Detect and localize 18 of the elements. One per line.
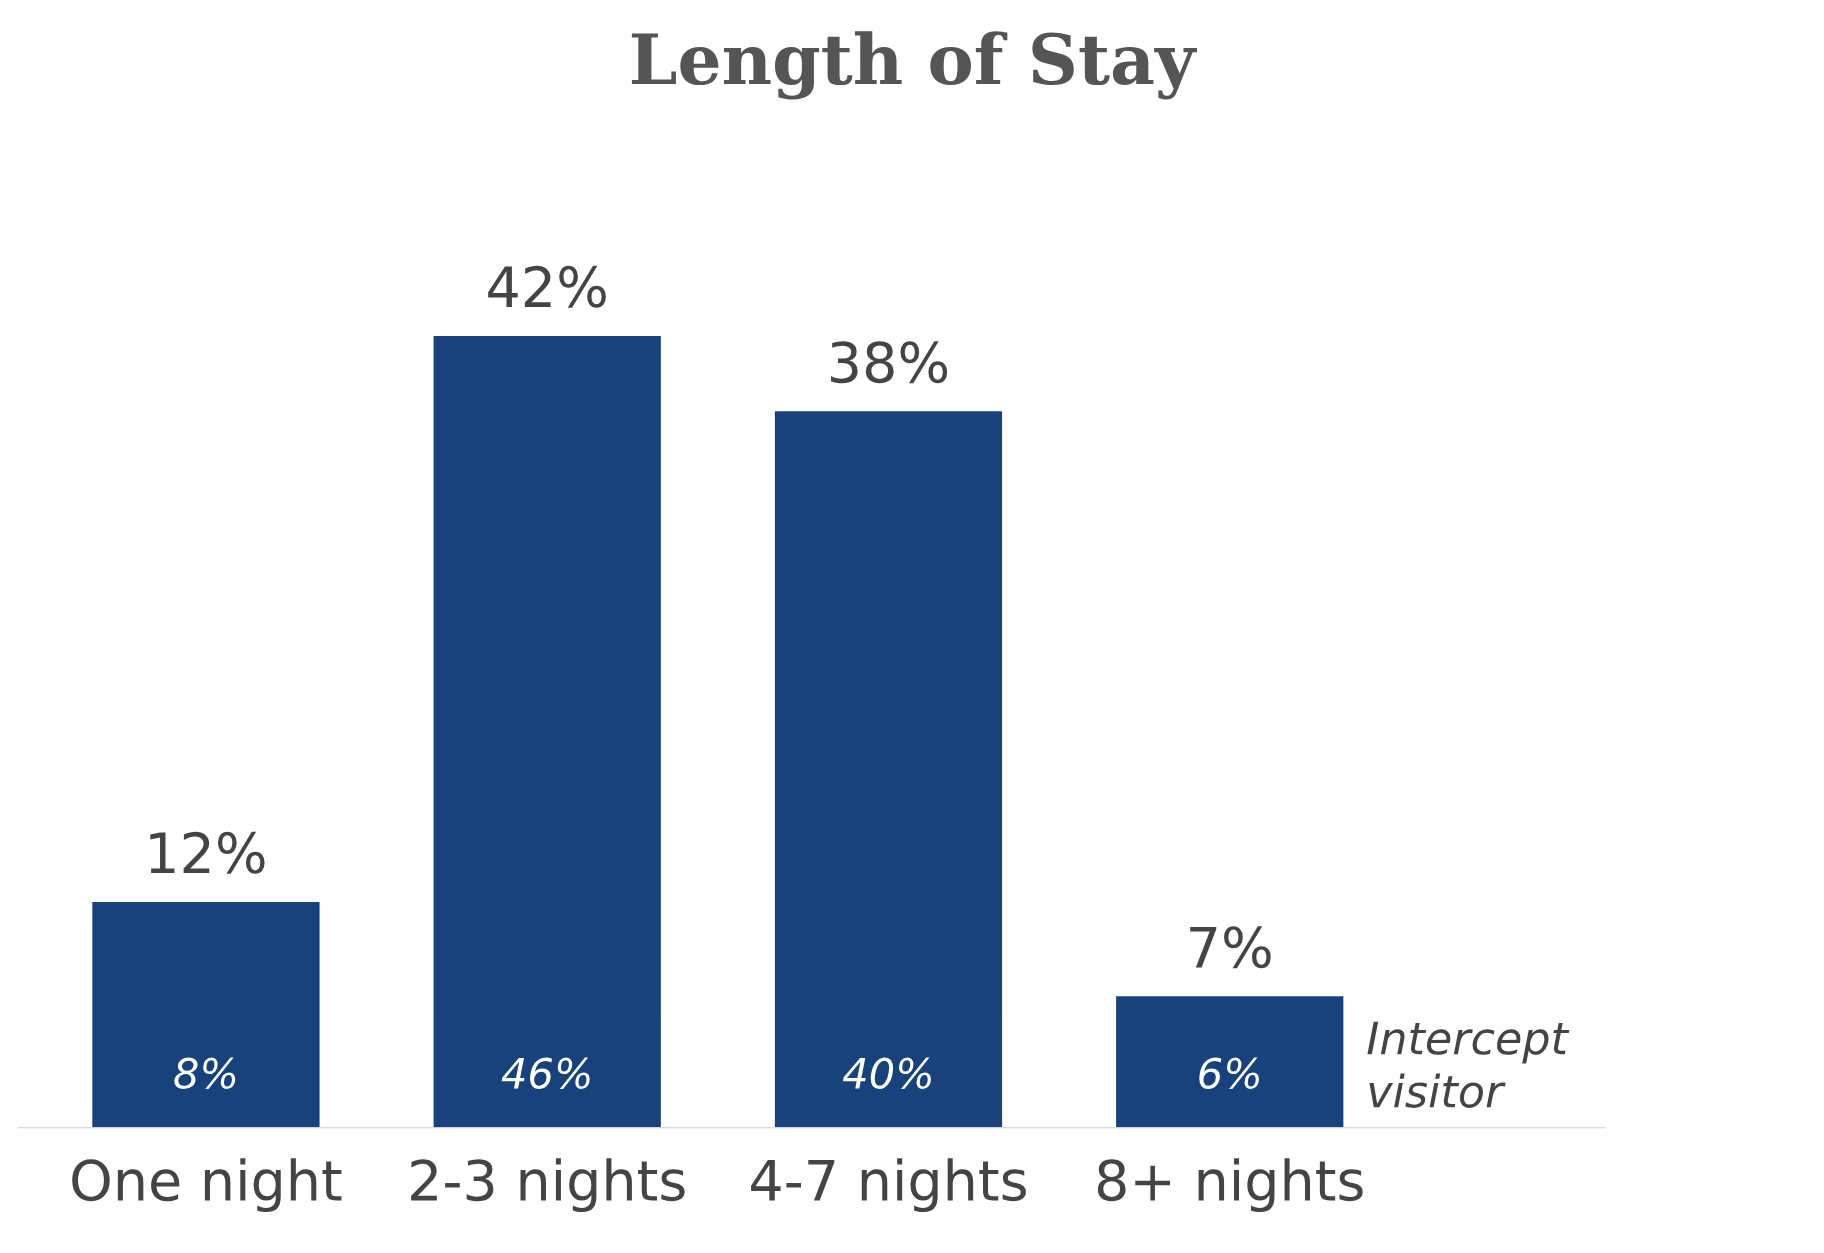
annotation: 46%	[501, 1057, 590, 1090]
data-label: 42%	[488, 265, 606, 308]
bar	[773, 409, 1004, 1128]
bar	[90, 900, 321, 1128]
chart-title: Length of Stay	[631, 31, 1198, 100]
annotation: Intercept visitor	[1367, 1021, 1570, 1108]
data-label: 12%	[150, 831, 265, 874]
bar	[432, 334, 663, 1128]
x-tick-label: One night	[72, 1158, 342, 1213]
bar	[1114, 994, 1345, 1128]
data-label: 38%	[830, 341, 948, 384]
x-tick-label: 4-7 nights	[751, 1158, 1026, 1213]
annotation: 8%	[174, 1057, 236, 1090]
x-tick-label: 8+ nights	[1097, 1158, 1363, 1213]
annotation: 6%	[1199, 1057, 1259, 1090]
annotation: 40%	[842, 1057, 931, 1090]
data-label: 7%	[1190, 926, 1271, 969]
x-tick-label: 2-3 nights	[411, 1158, 685, 1213]
